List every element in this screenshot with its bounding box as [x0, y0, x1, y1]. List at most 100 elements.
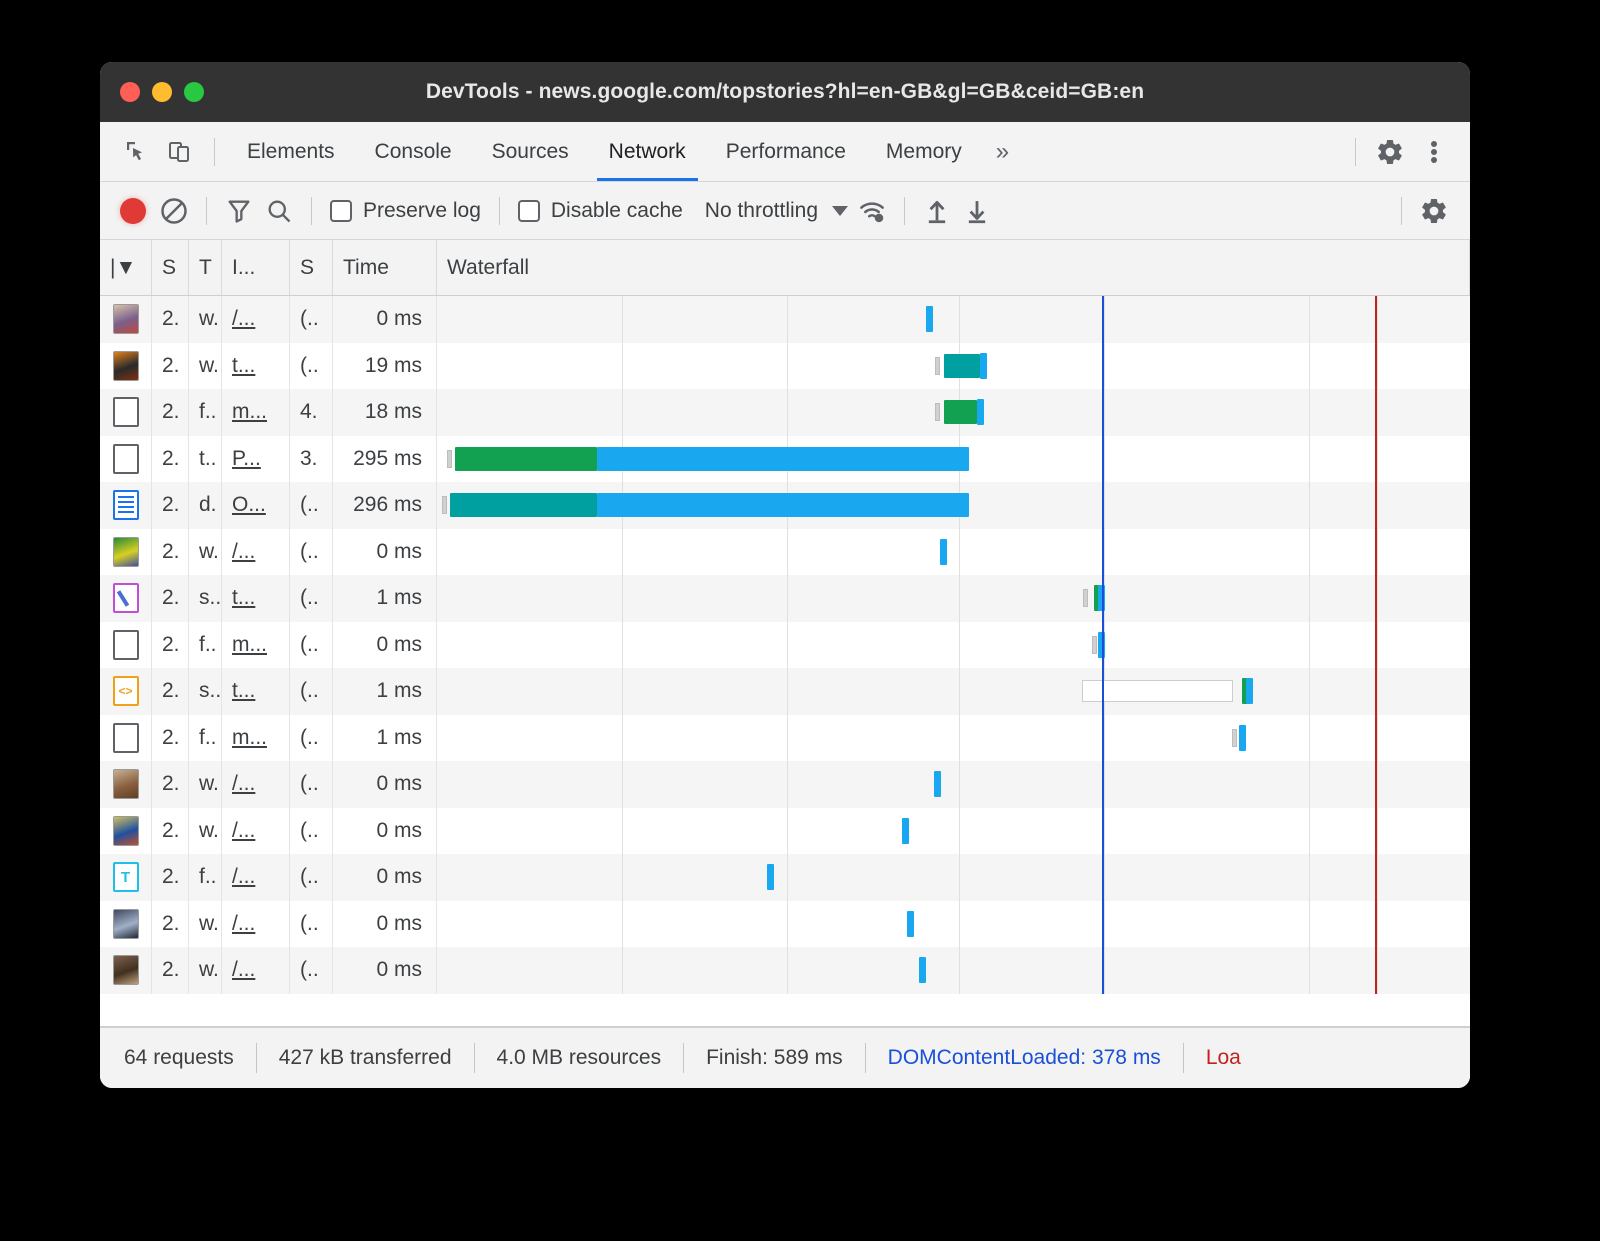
- table-row[interactable]: <> 2. s.. t... (.. 1 ms: [100, 668, 1470, 715]
- waterfall-cell[interactable]: [437, 761, 1470, 808]
- row-type-cell: w.: [189, 342, 222, 389]
- chevron-down-icon[interactable]: [832, 205, 849, 216]
- throttling-select-value[interactable]: No throttling: [704, 198, 819, 222]
- queueing-marker: [447, 449, 452, 468]
- download-arrow-icon[interactable]: [957, 191, 997, 231]
- wifi-settings-icon[interactable]: [852, 191, 892, 231]
- more-tabs-button[interactable]: »: [995, 137, 1010, 165]
- waterfall-gridlines: [437, 761, 1470, 808]
- image-thumbnail-icon: [112, 536, 139, 567]
- row-status-cell: 2.: [152, 621, 189, 668]
- waterfall-cell[interactable]: [437, 575, 1470, 622]
- preserve-log-checkbox[interactable]: Preserve log: [324, 199, 487, 223]
- network-settings-gear-icon[interactable]: [1414, 191, 1454, 231]
- status-divider-5: [1182, 1043, 1184, 1073]
- column-header-1[interactable]: S: [152, 240, 189, 295]
- table-row[interactable]: T 2. f../... (.. 0 ms: [100, 854, 1470, 901]
- column-header-0[interactable]: |▼: [100, 240, 152, 295]
- inspect-element-icon[interactable]: [117, 133, 155, 171]
- script-icon: <>: [112, 676, 139, 707]
- record-button[interactable]: [120, 197, 146, 224]
- table-row[interactable]: 2. d. O... (.. 296 ms: [100, 482, 1470, 529]
- table-row[interactable]: 2. s.. t... (.. 1 ms: [100, 575, 1470, 622]
- maximize-window-button[interactable]: [184, 82, 204, 102]
- load-event-line: [1375, 854, 1377, 901]
- waterfall-cell[interactable]: [437, 900, 1470, 947]
- tab-network[interactable]: Network: [589, 122, 706, 181]
- row-type-icon-cell: [100, 761, 152, 808]
- preserve-log-label: Preserve log: [363, 198, 481, 222]
- waterfall-cell[interactable]: [437, 854, 1470, 901]
- domcontentloaded-event-line: [1102, 389, 1104, 436]
- tab-sources[interactable]: Sources: [491, 139, 569, 163]
- kebab-menu-icon[interactable]: [1415, 133, 1453, 171]
- gear-icon[interactable]: [1371, 133, 1409, 171]
- disable-cache-box[interactable]: [517, 199, 540, 222]
- waterfall-bar-segment: [1239, 724, 1246, 751]
- waterfall-cell[interactable]: [437, 296, 1470, 343]
- panel-tabs: Elements Console Sources Network Perform…: [227, 122, 1023, 181]
- waterfall-bar-segment: [455, 446, 597, 471]
- gridline: [787, 668, 788, 715]
- table-row[interactable]: 2. t.. P... 3. 295 ms: [100, 435, 1470, 482]
- waterfall-bar-segment: [944, 400, 977, 424]
- table-row[interactable]: 2. w./... (.. 0 ms: [100, 947, 1470, 994]
- row-initiator-cell: m...: [222, 714, 290, 761]
- waterfall-cell[interactable]: [437, 389, 1470, 436]
- table-row[interactable]: 2. f.. m... (.. 1 ms: [100, 714, 1470, 761]
- tab-memory[interactable]: Memory: [885, 139, 962, 163]
- row-type-icon-cell: T: [100, 854, 152, 901]
- disable-cache-checkbox[interactable]: Disable cache: [512, 199, 689, 223]
- waterfall-cell[interactable]: [437, 714, 1470, 761]
- search-icon[interactable]: [259, 191, 299, 231]
- table-row[interactable]: 2. w./... (.. 0 ms: [100, 761, 1470, 808]
- column-header-waterfall[interactable]: Waterfall: [437, 240, 1470, 295]
- waterfall-cell[interactable]: [437, 807, 1470, 854]
- tab-console[interactable]: Console: [374, 139, 452, 163]
- clear-icon[interactable]: [154, 191, 194, 231]
- tab-elements[interactable]: Elements: [247, 139, 335, 163]
- table-row[interactable]: 2. w. t... (.. 19 ms: [100, 342, 1470, 389]
- table-row[interactable]: 2. w./... (.. 0 ms: [100, 296, 1470, 343]
- column-header-4[interactable]: S: [290, 240, 333, 295]
- domcontentloaded-event-line: [1102, 528, 1104, 575]
- table-row[interactable]: 2. f.. m... 4. 18 ms: [100, 389, 1470, 436]
- gridline: [1309, 854, 1310, 901]
- table-row[interactable]: 2. w./... (.. 0 ms: [100, 528, 1470, 575]
- waterfall-cell[interactable]: [437, 435, 1470, 482]
- table-row[interactable]: 2. f.. m... (.. 0 ms: [100, 621, 1470, 668]
- gridline: [622, 714, 623, 761]
- table-row[interactable]: 2. w./... (.. 0 ms: [100, 807, 1470, 854]
- main-document-icon: [112, 490, 139, 521]
- table-row[interactable]: 2. w./... (.. 0 ms: [100, 900, 1470, 947]
- column-header-3[interactable]: I...: [222, 240, 290, 295]
- close-window-button[interactable]: [120, 82, 140, 102]
- waterfall-cell[interactable]: [437, 668, 1470, 715]
- gridline: [959, 296, 960, 343]
- load-event-line: [1375, 482, 1377, 529]
- waterfall-cell[interactable]: [437, 482, 1470, 529]
- gridline: [1377, 621, 1378, 668]
- filter-icon[interactable]: [219, 191, 259, 231]
- preserve-log-box[interactable]: [330, 199, 352, 222]
- waterfall-cell[interactable]: [437, 342, 1470, 389]
- column-header-2[interactable]: T: [189, 240, 222, 295]
- row-status-cell: 2.: [152, 528, 189, 575]
- device-toolbar-icon[interactable]: [161, 133, 199, 171]
- row-type-cell: w.: [189, 807, 222, 854]
- gridline: [1104, 296, 1105, 343]
- row-status-cell: 2.: [152, 854, 189, 901]
- upload-arrow-icon[interactable]: [917, 191, 957, 231]
- waterfall-cell[interactable]: [437, 947, 1470, 994]
- waterfall-gridlines: [437, 575, 1470, 622]
- minimize-window-button[interactable]: [152, 82, 172, 102]
- waterfall-cell[interactable]: [437, 528, 1470, 575]
- gridline: [1377, 807, 1378, 854]
- queueing-marker: [935, 403, 940, 421]
- requests-table-body[interactable]: 2. w./... (.. 0 ms 2. w. t... (.. 19 ms 2. f.. m...…: [100, 296, 1470, 1002]
- waterfall-cell[interactable]: [437, 621, 1470, 668]
- finish-time: Finish: 589 ms: [706, 1046, 843, 1069]
- gridline: [1309, 296, 1310, 343]
- column-header-time[interactable]: Time: [333, 240, 437, 295]
- tab-performance[interactable]: Performance: [725, 139, 846, 163]
